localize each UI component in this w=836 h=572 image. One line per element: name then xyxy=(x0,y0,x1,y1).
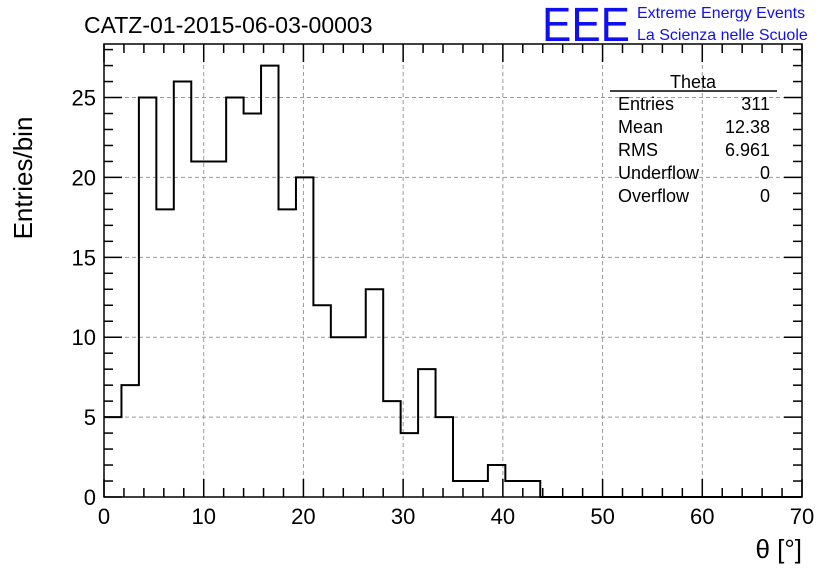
y-tick-label: 15 xyxy=(72,245,96,270)
x-tick-label: 70 xyxy=(790,504,814,529)
stats-title: Theta xyxy=(670,72,717,92)
y-axis-title: Entries/bin xyxy=(8,117,38,240)
y-tick-label: 20 xyxy=(72,165,96,190)
x-tick-label: 10 xyxy=(191,504,215,529)
grid-lines xyxy=(104,44,802,497)
stats-row-label: Mean xyxy=(618,117,663,137)
stats-row-label: Entries xyxy=(618,94,674,114)
stats-row-value: 0 xyxy=(760,186,770,206)
x-tick-label: 40 xyxy=(491,504,515,529)
x-tick-label: 60 xyxy=(690,504,714,529)
y-tick-label: 5 xyxy=(84,405,96,430)
x-tick-label: 20 xyxy=(291,504,315,529)
stats-row-label: Overflow xyxy=(618,186,690,206)
stats-row-value: 0 xyxy=(760,163,770,183)
chart-title: CATZ-01-2015-06-03-00003 xyxy=(84,12,373,38)
eee-logo: EEE Extreme Energy Events La Scienza nel… xyxy=(542,0,808,52)
y-tick-label: 0 xyxy=(84,485,96,510)
x-axis-title: θ [°] xyxy=(755,534,802,564)
stats-row-value: 6.961 xyxy=(725,140,770,160)
x-tick-label: 30 xyxy=(391,504,415,529)
x-tick-label: 0 xyxy=(98,504,110,529)
stats-row-label: RMS xyxy=(618,140,658,160)
stats-row-value: 12.38 xyxy=(725,117,770,137)
y-tick-label: 10 xyxy=(72,325,96,350)
stats-row-label: Underflow xyxy=(618,163,700,183)
histogram-outline xyxy=(104,64,802,498)
axis-ticks xyxy=(103,44,803,498)
stats-row-value: 311 xyxy=(741,94,770,114)
logo-line-2: La Scienza nelle Scuole xyxy=(637,27,808,44)
y-tick-label: 25 xyxy=(72,86,96,111)
x-tick-labels: 0 10 20 30 40 50 60 70 xyxy=(98,504,814,529)
y-tick-labels: 0 5 10 15 20 25 xyxy=(72,86,96,510)
logo-line-1: Extreme Energy Events xyxy=(637,5,805,22)
stats-box: Theta Entries 311 Mean 12.38 RMS 6.961 Underfl… xyxy=(610,72,777,206)
plot-frame xyxy=(103,43,803,498)
x-tick-label: 50 xyxy=(590,504,614,529)
